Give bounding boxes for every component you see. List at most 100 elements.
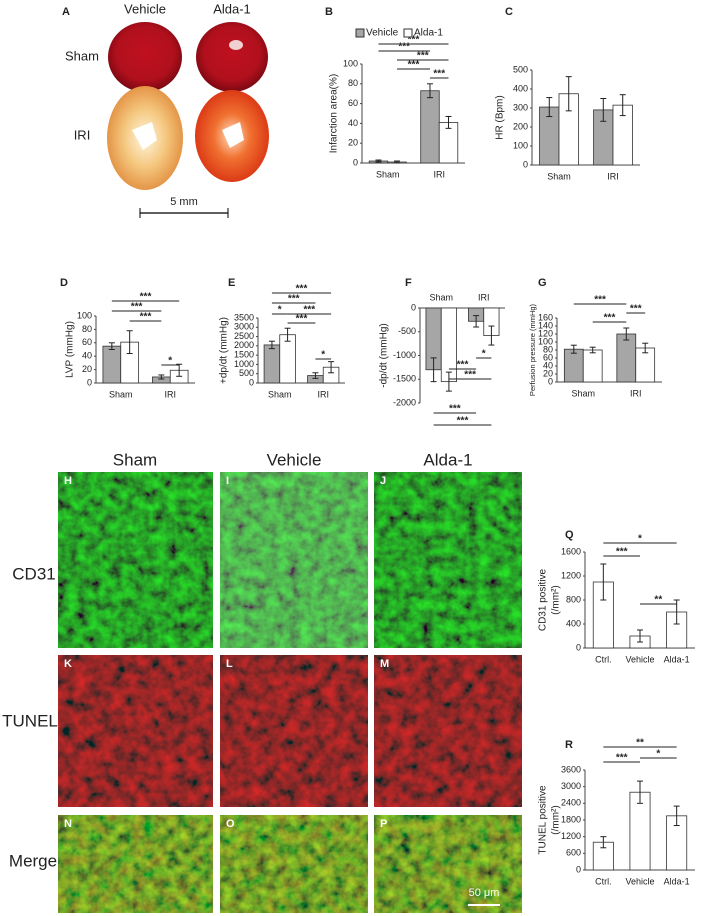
significance-label: ** (654, 595, 662, 606)
significance-label: *** (398, 42, 410, 53)
significance-label: *** (449, 404, 461, 415)
panel-letter: B (325, 6, 333, 18)
y-tick-label: 500 (239, 368, 254, 378)
significance-label: * (482, 349, 486, 360)
bar (563, 348, 584, 383)
legend-swatch (403, 28, 413, 38)
y-tick-label: 20 (348, 138, 358, 148)
significance-label: * (168, 356, 172, 367)
x-tick-label: Sham (268, 389, 292, 399)
y-axis-unit: (/mm²) (551, 585, 562, 614)
x-tick-label: Vehicle (625, 654, 654, 664)
y-tick-label: 3000 (234, 322, 254, 332)
error-bar (126, 330, 133, 355)
error-bar (445, 115, 452, 129)
significance-label: *** (408, 60, 420, 71)
x-tick-label: Alda-1 (664, 876, 690, 886)
x-tick-label: Alda-1 (664, 654, 690, 664)
significance-label: *** (408, 35, 420, 46)
error-bar (637, 629, 643, 643)
error-bar (268, 340, 275, 350)
significance-label: *** (433, 69, 445, 80)
y-tick-label: 100 (77, 310, 92, 320)
x-tick-label: Sham (429, 292, 453, 302)
significance-label: *** (616, 547, 628, 558)
legend-label: Vehicle (366, 28, 399, 39)
y-axis-label: CD31 positive (538, 568, 549, 631)
significance-label: *** (604, 313, 616, 324)
y-tick-label: 800 (566, 594, 581, 604)
significance-label: * (321, 350, 325, 361)
y-tick-label: 1800 (561, 814, 581, 824)
bar (102, 345, 122, 384)
legend-swatch (355, 28, 365, 38)
y-tick-label: 200 (513, 121, 528, 131)
row-label: TUNEL (2, 711, 58, 730)
y-tick-label: 1200 (561, 831, 581, 841)
significance-label: *** (457, 416, 469, 427)
scale-label: 50 μm (469, 887, 500, 899)
error-bar (546, 97, 553, 118)
error-bar (426, 83, 433, 99)
error-bar (473, 315, 480, 328)
bar (279, 334, 296, 384)
error-bar (394, 160, 401, 164)
y-tick-label: 60 (543, 352, 553, 362)
bar (616, 333, 637, 383)
y-tick-label: 100 (513, 140, 528, 150)
y-tick-label: 60 (82, 337, 92, 347)
y-axis-label: Perfusion pressure (mmHg) (528, 303, 537, 396)
y-tick-label: 20 (543, 368, 553, 378)
y-axis-label: TUNEL positive (538, 785, 549, 855)
significance-label: *** (140, 312, 152, 323)
error-bar (589, 346, 596, 354)
bar (629, 791, 651, 871)
y-tick-label: 80 (348, 78, 358, 88)
y-tick-label: 40 (543, 360, 553, 370)
y-tick-label: 80 (82, 324, 92, 334)
panel-letter: E (228, 277, 235, 289)
y-tick-label: 0 (523, 159, 528, 169)
y-tick-label: 300 (513, 102, 528, 112)
heart-photos (107, 22, 269, 218)
panel-letter: O (226, 818, 235, 830)
panel-letter: G (538, 277, 547, 289)
x-tick-label: Ctrl. (595, 876, 612, 886)
y-tick-label: 2500 (234, 331, 254, 341)
significance-label: *** (630, 304, 642, 315)
y-tick-label: 0 (411, 302, 416, 312)
y-tick-label: 80 (543, 344, 553, 354)
y-axis-label: +dp/dt (mmHg) (219, 317, 230, 384)
y-tick-label: -1000 (393, 350, 416, 360)
y-axis-label: -dp/dt (mmHg) (379, 323, 390, 387)
error-bar (637, 780, 643, 804)
significance-label: *** (616, 753, 628, 764)
y-tick-label: 0 (353, 157, 358, 167)
x-tick-label: Ctrl. (595, 654, 612, 664)
y-tick-label: 400 (566, 618, 581, 628)
significance-label: *** (296, 284, 308, 295)
error-bar (600, 98, 607, 122)
column-label: Sham (113, 450, 157, 469)
error-bar (312, 372, 319, 379)
y-tick-label: 0 (576, 642, 581, 652)
y-tick-label: 3500 (234, 312, 254, 322)
error-bar (673, 805, 680, 827)
x-tick-label: IRI (478, 292, 490, 302)
panel-letter: M (380, 658, 389, 670)
x-tick-label: Sham (109, 389, 133, 399)
significance-label: * (278, 305, 282, 316)
y-tick-label: 2400 (561, 798, 581, 808)
y-tick-label: 3000 (561, 781, 581, 791)
error-bar (565, 76, 572, 112)
significance-label: *** (417, 51, 429, 62)
error-bar (600, 836, 607, 849)
micrographs (58, 472, 522, 913)
legend-label: Alda-1 (414, 28, 443, 39)
scale-label: 5 mm (170, 196, 198, 208)
panel-letter: P (380, 818, 387, 830)
x-tick-label: IRI (607, 171, 619, 181)
y-tick-label: 400 (513, 83, 528, 93)
panel-letter: I (226, 475, 229, 487)
